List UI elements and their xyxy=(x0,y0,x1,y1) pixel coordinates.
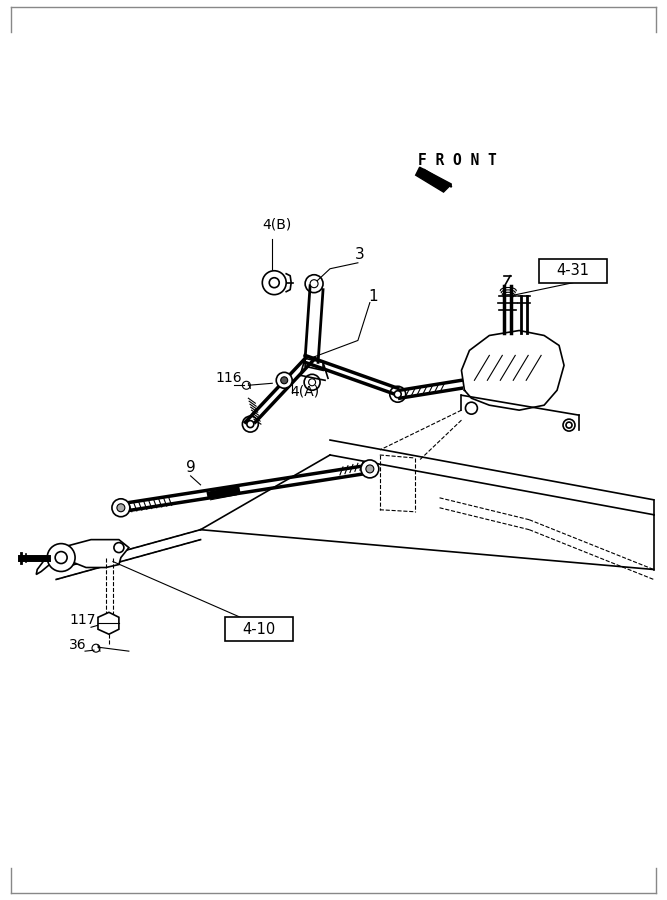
Circle shape xyxy=(112,499,130,517)
Text: 4-10: 4-10 xyxy=(243,622,276,637)
Text: 4(A): 4(A) xyxy=(290,384,319,398)
Text: 4-31: 4-31 xyxy=(556,263,590,278)
Text: F R O N T: F R O N T xyxy=(418,153,496,168)
Circle shape xyxy=(366,465,374,472)
Circle shape xyxy=(281,377,287,383)
Text: 1: 1 xyxy=(368,289,378,303)
Circle shape xyxy=(394,391,402,398)
Text: 36: 36 xyxy=(69,638,87,652)
Polygon shape xyxy=(98,612,119,634)
Polygon shape xyxy=(305,358,323,370)
Circle shape xyxy=(114,543,124,553)
Circle shape xyxy=(117,504,125,512)
Circle shape xyxy=(566,422,572,428)
Circle shape xyxy=(361,460,379,478)
Circle shape xyxy=(247,420,254,427)
Circle shape xyxy=(310,280,318,288)
Polygon shape xyxy=(416,167,452,192)
Text: 3: 3 xyxy=(355,247,365,262)
FancyBboxPatch shape xyxy=(225,617,293,641)
Circle shape xyxy=(309,379,315,386)
Polygon shape xyxy=(36,540,129,574)
Text: 116: 116 xyxy=(215,372,242,385)
Text: 4(B): 4(B) xyxy=(262,218,291,232)
Text: 117: 117 xyxy=(69,613,95,627)
Circle shape xyxy=(276,373,292,388)
Circle shape xyxy=(47,544,75,572)
Circle shape xyxy=(262,271,286,294)
Text: 9: 9 xyxy=(185,460,195,475)
FancyBboxPatch shape xyxy=(539,259,607,283)
